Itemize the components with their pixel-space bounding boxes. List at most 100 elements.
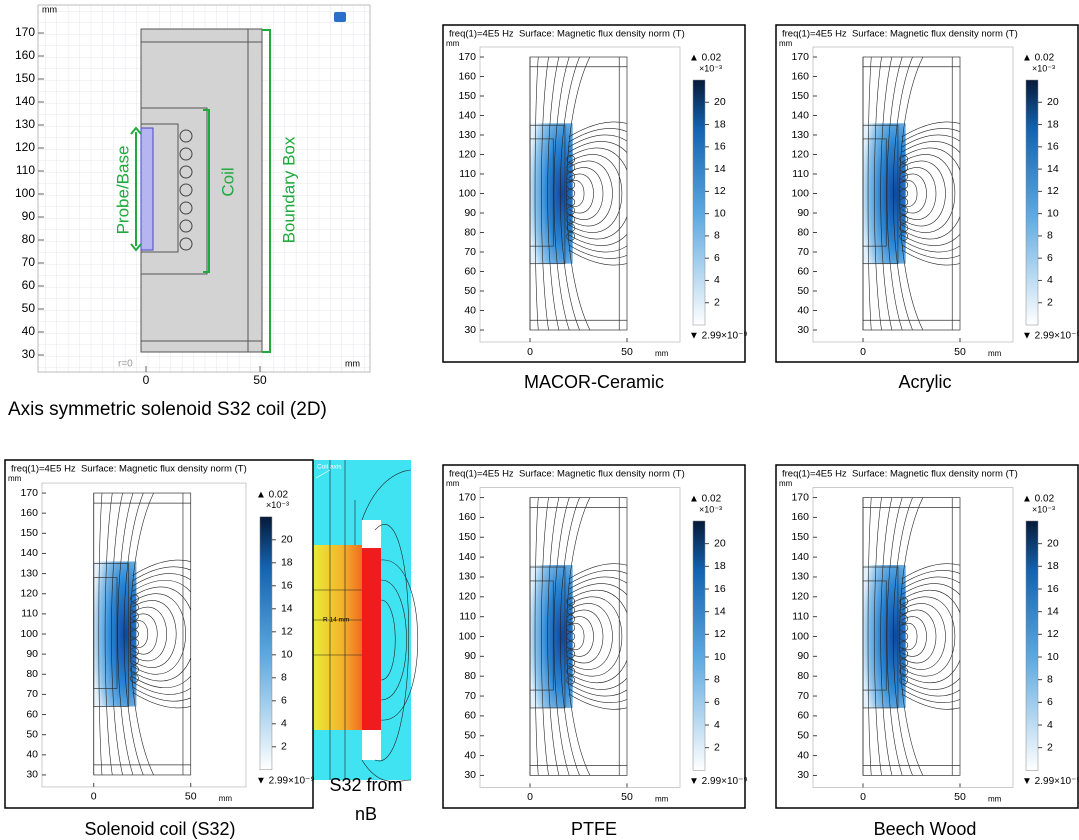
y-tick-label: 30 [464,324,476,336]
y-tick-label: 70 [26,688,38,700]
coil-turn [566,597,576,606]
field-line [568,603,613,670]
coil-turn [899,223,909,233]
coil-turn [566,197,576,207]
colorbar [259,516,273,771]
field-line [559,57,581,330]
y-tick-label: 170 [15,25,35,39]
coil-turn [899,189,909,198]
y-tick-label: 80 [797,226,809,238]
field-line [132,620,149,648]
coil-turn [130,673,139,683]
y-tick-label: 110 [792,168,809,180]
x-tick-label: 0 [860,346,866,358]
field-line [568,160,613,227]
field-line [901,603,946,670]
y-tick-label: 150 [791,90,809,102]
coil-turn [566,232,576,241]
colorbar-tick-label: 16 [1047,141,1059,153]
colorbar-tick-label: 16 [1047,583,1059,595]
colorbar-tick-label: 12 [714,185,726,197]
colorbar-tick-label: 10 [281,649,293,661]
colorbar-tick-label: 4 [281,718,287,730]
y-tick-label: 120 [791,591,809,603]
y-tick-label: 50 [26,728,38,740]
flux-surface [530,123,573,264]
field-line [901,134,960,253]
coil-turn [899,171,909,181]
coil-turn [566,675,576,685]
y-tick-label: 60 [26,708,38,720]
y-tick-label: 130 [20,567,38,579]
y-tick-label: 70 [464,246,476,258]
y-tick-label: 80 [797,670,809,682]
field-line [568,609,604,664]
x-tick-label: 0 [91,791,97,803]
outlines [529,56,628,331]
plot-title: freq(1)=4E5 Hz Surface: Magnetic flux de… [449,29,685,40]
y-tick-label: 50 [464,730,476,742]
coil-turn [899,605,909,615]
coil-turn [899,232,909,241]
colorbar-min: ▼ 2.99×10⁻⁹ [689,776,748,787]
axes-frame [41,482,247,788]
colorbar [1025,520,1039,771]
field-line [880,57,893,330]
colorbar-max: ▲ 0.02 [689,494,722,505]
icon [334,12,346,22]
field-line [568,134,627,253]
coil-turn [566,614,576,624]
colorbar-tick-label: 4 [1047,274,1053,286]
coil-turn [566,632,576,641]
y-tick-label: 90 [464,650,476,662]
field-line [901,167,937,220]
colorbar-tick-label: 6 [1047,696,1053,708]
y-tick-label: 170 [458,51,476,63]
colorbar-tick-label: 20 [714,96,726,108]
colorbar-tick-label: 2 [714,741,720,753]
field-line [892,497,914,776]
y-tick-label: 140 [791,109,809,121]
coil-turn [130,620,139,630]
colorbar-tick-label: 12 [281,626,293,638]
colorbar-tick-label: 6 [1047,252,1053,264]
y-tick-label: 120 [20,588,38,600]
colorbar-tick-label: 8 [281,672,287,684]
y-tick-label: 160 [20,507,38,519]
y-tick-label: 40 [26,749,38,761]
x-unit: mm [655,795,669,804]
field-line [901,160,946,227]
coil-turn [899,214,909,224]
y-tick-label: 100 [458,187,476,199]
x-tick-label: 50 [185,791,197,803]
y-tick-label: 160 [791,70,809,82]
y-tick-label: 50 [464,285,476,297]
colorbar-min: ▼ 2.99×10⁻⁹ [689,331,748,342]
coil-turn [899,180,909,190]
caption: Axis symmetric solenoid S32 coil (2D) [8,399,327,420]
plot-title: freq(1)=4E5 Hz Surface: Magnetic flux de… [11,464,247,475]
y-unit: mm [446,479,460,488]
field [530,57,627,330]
coil-turn [899,640,909,650]
colorbar-tick-label: 6 [714,252,720,264]
colorbar-tick-label: 14 [1047,163,1059,175]
y-tick-label: 110 [21,608,38,620]
y-tick-label: 130 [458,571,476,583]
coil-turn [130,629,139,639]
radius-label: R 14 mm [323,617,349,624]
y-tick-label: 80 [22,232,36,246]
x-tick-label: 0 [860,791,866,803]
x-tick-label: 0 [143,373,150,387]
colorbar-tick-label: 4 [1047,719,1053,731]
x-tick-label: 50 [621,791,633,803]
field-line [568,623,585,650]
colorbar-tick-label: 18 [1047,560,1059,572]
caption: Beech Wood [874,819,977,839]
colorbar-tick-label: 10 [1047,207,1059,219]
y-tick-label: 50 [797,730,809,742]
colorbar-tick-label: 8 [1047,230,1053,242]
colorbar-tick-label: 6 [281,695,287,707]
y-tick-label: 110 [459,610,476,622]
